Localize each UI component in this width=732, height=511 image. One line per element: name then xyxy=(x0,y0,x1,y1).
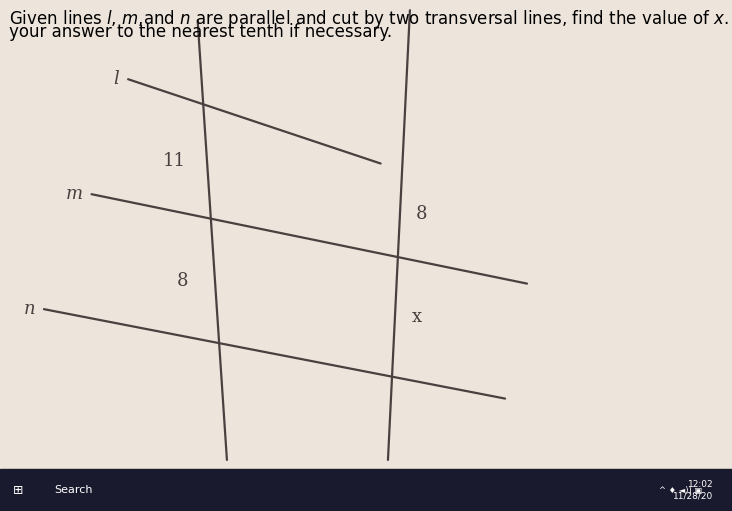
Text: x: x xyxy=(412,308,422,326)
Text: 8: 8 xyxy=(176,272,188,290)
Text: your answer to the nearest tenth if necessary.: your answer to the nearest tenth if nece… xyxy=(9,23,392,41)
Text: ^ ♦ ◄)) ▣: ^ ♦ ◄)) ▣ xyxy=(659,485,703,495)
Text: ⊞: ⊞ xyxy=(13,483,23,497)
Text: 12:02
11/28/20: 12:02 11/28/20 xyxy=(673,480,714,500)
Text: 11: 11 xyxy=(163,152,186,171)
Bar xyxy=(0,469,732,511)
Text: 8: 8 xyxy=(417,205,427,223)
Text: Search: Search xyxy=(54,485,92,495)
Text: l: l xyxy=(113,70,119,88)
Text: Given lines $l$, $m$,and $n$ are parallel and cut by two transversal lines, find: Given lines $l$, $m$,and $n$ are paralle… xyxy=(9,8,732,30)
Text: m: m xyxy=(66,185,83,203)
Text: n: n xyxy=(23,300,35,318)
